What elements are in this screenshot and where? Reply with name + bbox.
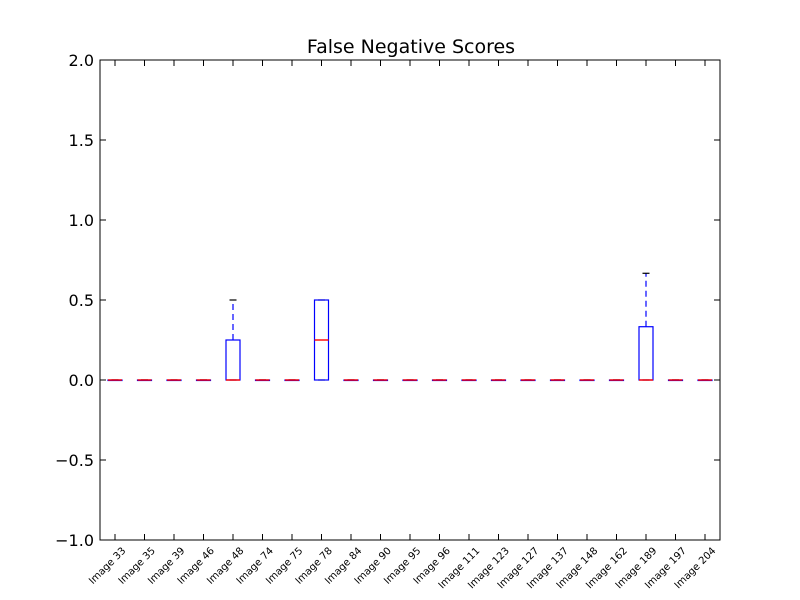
box-19 (638, 272, 654, 381)
box-14 (490, 379, 507, 382)
box-4 (195, 379, 212, 382)
box-15 (520, 379, 536, 382)
box-body (638, 326, 654, 381)
box-16 (549, 379, 566, 382)
box-9 (343, 379, 359, 382)
box-20 (667, 379, 684, 382)
box-3 (166, 379, 182, 382)
plot-area (107, 272, 713, 382)
box-6 (254, 379, 271, 382)
chart-title: False Negative Scores (307, 36, 515, 58)
y-tick-label: 2.0 (69, 51, 94, 70)
box-17 (579, 379, 595, 382)
y-tick-label: −1.0 (55, 531, 94, 550)
y-tick-label: 0.0 (69, 371, 94, 390)
axes (99, 59, 721, 541)
box-18 (608, 379, 625, 382)
box-5 (225, 299, 241, 381)
box-13 (461, 379, 477, 382)
y-tick-label: −0.5 (55, 451, 94, 470)
box-body (225, 339, 241, 381)
box-10 (372, 379, 389, 382)
y-tick-label: 1.5 (69, 131, 94, 150)
box-2 (136, 379, 153, 382)
box-12 (431, 379, 448, 382)
box-11 (402, 379, 418, 382)
y-tick-label: 1.0 (69, 211, 94, 230)
y-tick-label: 0.5 (69, 291, 94, 310)
box-8 (313, 299, 330, 381)
axes-frame (99, 59, 721, 541)
box-7 (284, 379, 300, 382)
box-1 (107, 379, 123, 382)
y-axis-ticks: −1.0 −0.5 0.0 0.5 1.0 1.5 2.0 (55, 51, 720, 550)
box-21 (697, 379, 713, 382)
